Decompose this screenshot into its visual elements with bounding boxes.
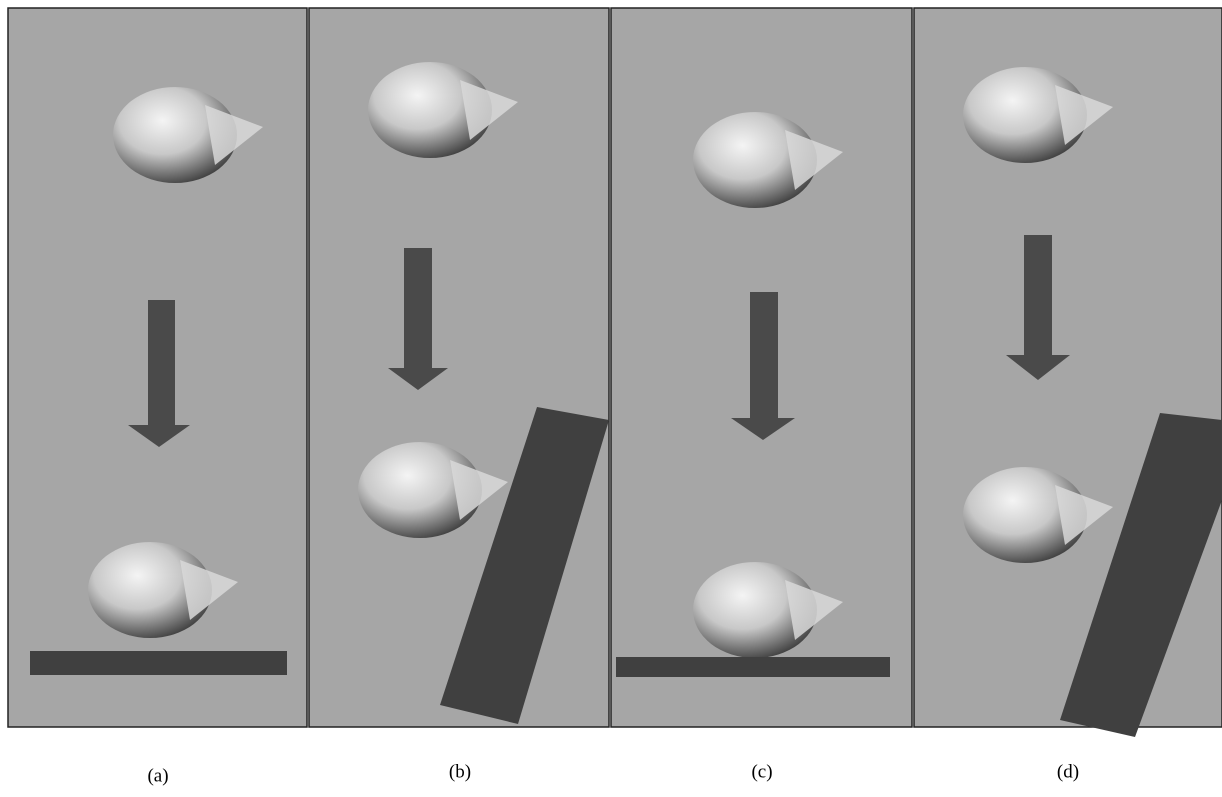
panel-caption: (a): [147, 765, 168, 786]
page: (a)(b)(c)(d) (() => { const data = JSON.…: [0, 0, 1222, 797]
arrow-shaft: [404, 248, 432, 368]
panel-caption: (c): [751, 761, 772, 782]
arrow-shaft: [148, 300, 175, 425]
platform: [30, 651, 287, 675]
figure: (a) (b) (c) (d): [0, 0, 1222, 797]
panel-caption: (d): [1057, 761, 1079, 782]
platform: [616, 657, 890, 677]
panel-caption: (b): [449, 761, 471, 782]
arrow-shaft: [1024, 235, 1052, 355]
arrow-shaft: [750, 292, 778, 418]
